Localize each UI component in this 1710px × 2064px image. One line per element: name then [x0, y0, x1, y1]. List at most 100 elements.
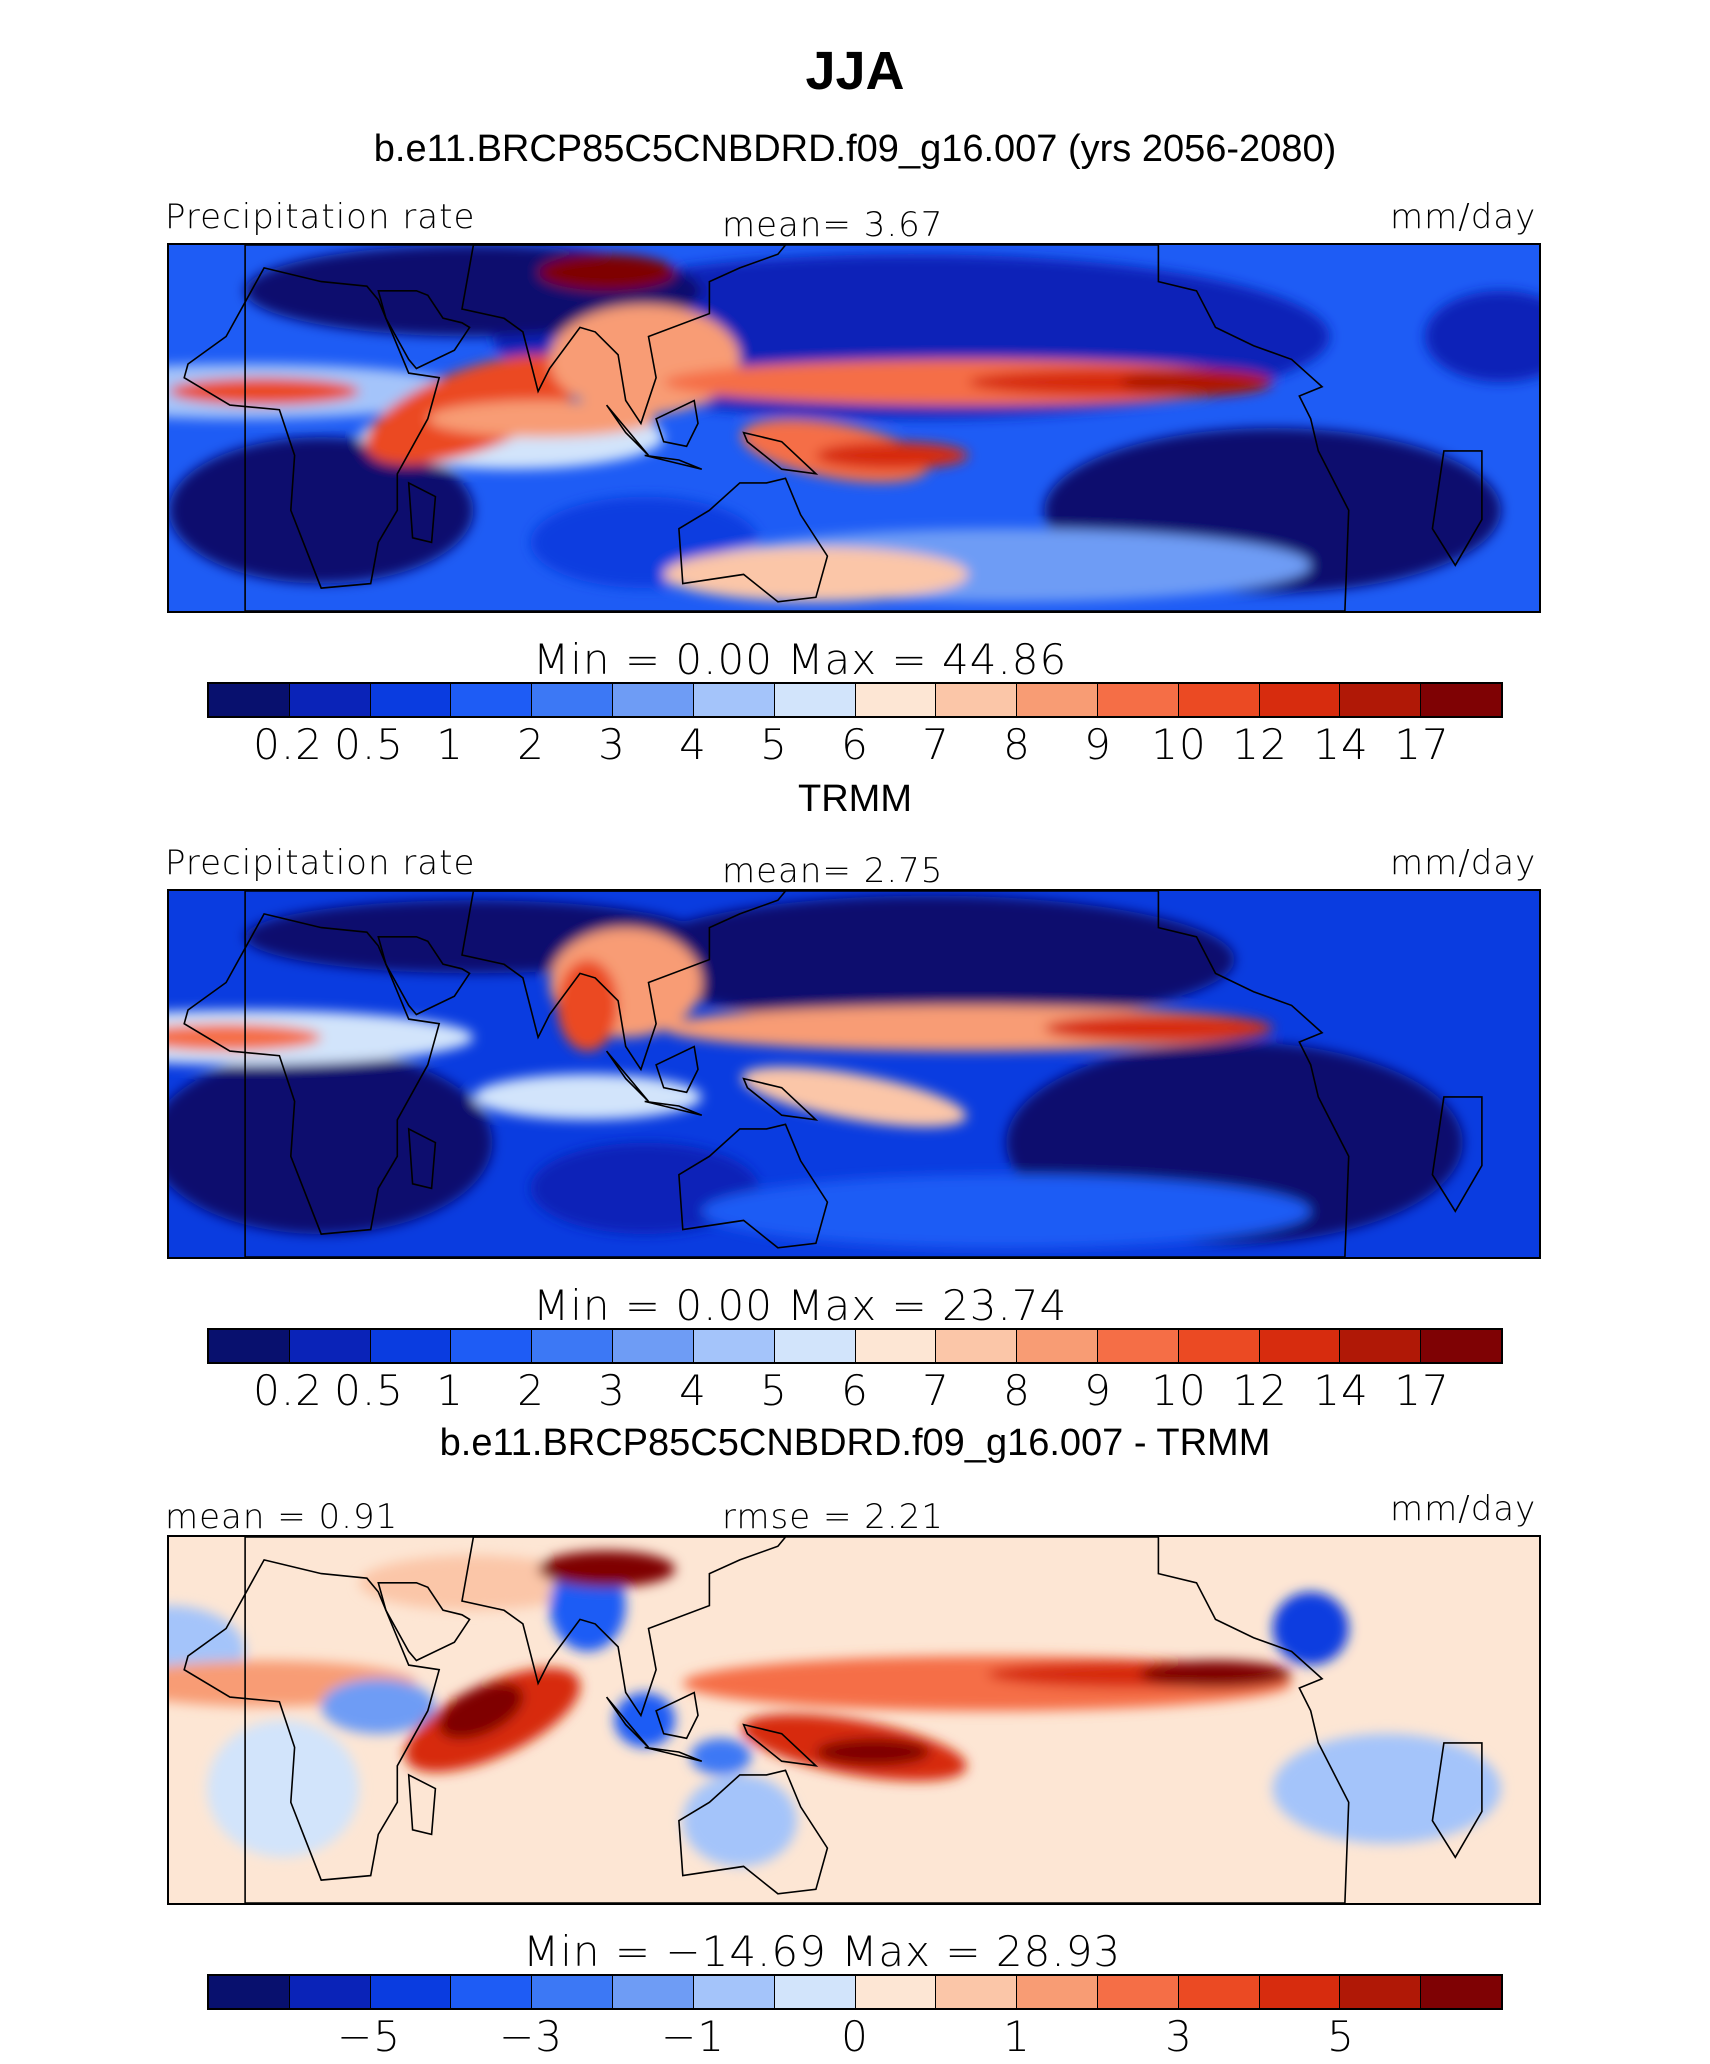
- colorbar-swatch: [1097, 684, 1179, 716]
- colorbar-swatch: [774, 1976, 856, 2008]
- colorbar-swatch: [532, 1330, 614, 1362]
- colorbar-swatch: [289, 1330, 371, 1362]
- colorbar-swatch: [1097, 1330, 1179, 1362]
- colorbar-tick-label: 4: [679, 1366, 707, 1415]
- colorbar-swatch: [370, 1976, 452, 2008]
- colorbar-swatch: [693, 1330, 775, 1362]
- colorbar-tick-label: 3: [598, 720, 626, 769]
- colorbar-swatch: [209, 684, 290, 716]
- colorbar-swatch: [1340, 1330, 1422, 1362]
- colorbar-tick-label: 8: [1003, 1366, 1031, 1415]
- colorbar-swatch: [613, 684, 694, 716]
- colorbar-swatch: [370, 684, 452, 716]
- colorbar-swatch: [1259, 684, 1341, 716]
- colorbar-tick-label: 17: [1394, 1366, 1450, 1415]
- colorbar-swatch: [1017, 1976, 1098, 2008]
- colorbar-swatch: [451, 684, 533, 716]
- colorbar-swatch: [209, 1976, 290, 2008]
- colorbar-swatch: [774, 684, 856, 716]
- panel-2-colorbar: [207, 1328, 1503, 1364]
- colorbar-swatch: [1421, 684, 1501, 716]
- colorbar-tick-label: 1: [1003, 2012, 1031, 2061]
- panel-3-mean-label: mean = 0.91: [165, 1497, 399, 1537]
- panel-1-colorbar: [207, 682, 1503, 718]
- colorbar-swatch: [1178, 1330, 1260, 1362]
- colorbar-swatch: [1340, 1976, 1422, 2008]
- panel-1-units-label: mm/day: [1390, 197, 1537, 237]
- colorbar-swatch: [855, 1976, 937, 2008]
- panel-3-rmse-label: rmse = 2.21: [722, 1497, 944, 1537]
- panel-2-mean-label: mean= 2.75: [722, 851, 944, 891]
- panel-3-colorbar: [207, 1974, 1503, 2010]
- colorbar-tick-label: 5: [1327, 2012, 1355, 2061]
- colorbar-tick-label: 12: [1232, 720, 1288, 769]
- colorbar-swatch: [289, 1976, 371, 2008]
- colorbar-swatch: [855, 1330, 937, 1362]
- colorbar-tick-label: 2: [517, 1366, 545, 1415]
- colorbar-tick-label: 0: [841, 2012, 869, 2061]
- colorbar-swatch: [532, 684, 614, 716]
- panel-1-precipitation-map: [167, 243, 1541, 613]
- figure-title: JJA: [805, 41, 905, 101]
- panel-1-variable-label: Precipitation rate: [165, 197, 476, 237]
- colorbar-tick-label: 6: [841, 720, 869, 769]
- colorbar-tick-label: 5: [760, 720, 788, 769]
- colorbar-tick-label: 17: [1394, 720, 1450, 769]
- colorbar-tick-label: 8: [1003, 720, 1031, 769]
- colorbar-tick-label: 1: [436, 1366, 464, 1415]
- panel-1-min-max: Min = 0.00 Max = 44.86: [533, 635, 1068, 684]
- colorbar-tick-label: −1: [661, 2012, 725, 2061]
- colorbar-swatch: [532, 1976, 614, 2008]
- colorbar-swatch: [289, 684, 371, 716]
- colorbar-swatch: [613, 1976, 694, 2008]
- colorbar-swatch: [855, 684, 937, 716]
- colorbar-swatch: [1097, 1976, 1179, 2008]
- colorbar-swatch: [1259, 1330, 1341, 1362]
- colorbar-swatch: [1178, 684, 1260, 716]
- panel-2-title: TRMM: [798, 778, 912, 820]
- colorbar-tick-label: 9: [1084, 720, 1112, 769]
- colorbar-swatch: [1017, 1330, 1098, 1362]
- colorbar-tick-label: −5: [337, 2012, 401, 2061]
- colorbar-swatch: [936, 684, 1018, 716]
- colorbar-swatch: [1178, 1976, 1260, 2008]
- colorbar-swatch: [613, 1330, 694, 1362]
- panel-2-variable-label: Precipitation rate: [165, 843, 476, 883]
- colorbar-swatch: [1259, 1976, 1341, 2008]
- colorbar-swatch: [693, 1976, 775, 2008]
- colorbar-tick-label: 7: [922, 720, 950, 769]
- colorbar-tick-label: 0.2: [253, 1366, 323, 1415]
- colorbar-swatch: [451, 1976, 533, 2008]
- colorbar-swatch: [1421, 1976, 1501, 2008]
- colorbar-tick-label: 7: [922, 1366, 950, 1415]
- colorbar-swatch: [936, 1330, 1018, 1362]
- colorbar-swatch: [693, 684, 775, 716]
- colorbar-tick-label: 4: [679, 720, 707, 769]
- colorbar-tick-label: 2: [517, 720, 545, 769]
- colorbar-tick-label: 3: [1165, 2012, 1193, 2061]
- colorbar-tick-label: 6: [841, 1366, 869, 1415]
- colorbar-tick-label: 12: [1232, 1366, 1288, 1415]
- colorbar-swatch: [451, 1330, 533, 1362]
- panel-2-min-max: Min = 0.00 Max = 23.74: [533, 1281, 1068, 1330]
- panel-2-units-label: mm/day: [1390, 843, 1537, 883]
- panel-1-title: b.e11.BRCP85C5CNBDRD.f09_g16.007 (yrs 20…: [373, 128, 1337, 170]
- panel-1-mean-label: mean= 3.67: [722, 205, 944, 245]
- panel-3-min-max: Min = −14.69 Max = 28.93: [523, 1927, 1122, 1976]
- colorbar-tick-label: 9: [1084, 1366, 1112, 1415]
- colorbar-tick-label: 14: [1313, 1366, 1369, 1415]
- colorbar-tick-label: 10: [1151, 720, 1207, 769]
- colorbar-swatch: [209, 1330, 290, 1362]
- colorbar-tick-label: 1: [436, 720, 464, 769]
- colorbar-tick-label: 5: [760, 1366, 788, 1415]
- panel-3-title: b.e11.BRCP85C5CNBDRD.f09_g16.007 - TRMM: [439, 1422, 1271, 1464]
- colorbar-swatch: [936, 1976, 1018, 2008]
- colorbar-swatch: [1421, 1330, 1501, 1362]
- panel-3-units-label: mm/day: [1390, 1489, 1537, 1529]
- colorbar-swatch: [1340, 684, 1422, 716]
- colorbar-swatch: [370, 1330, 452, 1362]
- colorbar-tick-label: 14: [1313, 720, 1369, 769]
- colorbar-tick-label: 3: [598, 1366, 626, 1415]
- colorbar-tick-label: 10: [1151, 1366, 1207, 1415]
- panel-2-precipitation-map: [167, 889, 1541, 1259]
